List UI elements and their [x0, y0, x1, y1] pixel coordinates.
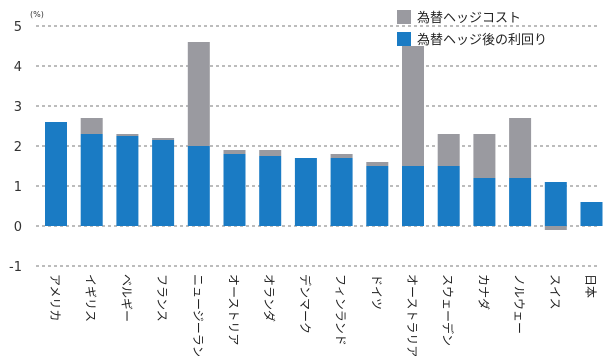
x-tick-label: ベルギー [119, 274, 133, 322]
bar-hedged-yield [509, 178, 532, 226]
x-tick-label: フランス [155, 274, 169, 322]
y-tick-label: 4 [14, 60, 22, 75]
grid-layer [36, 25, 600, 267]
bar-hedged-yield [116, 136, 139, 226]
bar-hedge-cost [259, 150, 282, 156]
axis-layer: -1 0 1 2 3 4 5 (%) アメリカ イギリス ベルギー フランス ニュージーランド オーストリ… [9, 10, 598, 360]
bar-hedged-yield [330, 158, 353, 226]
bar-hedged-yield [473, 178, 496, 226]
x-tick-label: イギリス [84, 274, 98, 322]
bar-hedge-cost [509, 118, 532, 178]
bar-hedge-cost [330, 154, 353, 158]
y-unit-label: (%) [30, 10, 44, 19]
y-tick-label: -1 [9, 260, 22, 275]
bar-hedge-cost [437, 134, 460, 166]
x-tick-label: ニュージーランド [191, 274, 205, 356]
legend-swatch-hedged-yield [397, 32, 411, 46]
x-tick-label: オランダ [262, 274, 277, 322]
bar-hedged-yield [45, 122, 67, 226]
y-tick-label: 1 [14, 180, 22, 195]
bar-hedged-yield [580, 202, 603, 226]
bar-hedge-cost [473, 134, 496, 178]
bar-hedged-yield [259, 156, 282, 226]
x-tick-label: フィンランド [334, 274, 348, 346]
bar-hedged-yield [402, 166, 424, 226]
x-tick-label: オーストリア [227, 274, 241, 345]
bar-hedge-cost [544, 226, 567, 230]
bar-hedged-yield [437, 166, 460, 226]
legend-label-hedged-yield: 為替ヘッジ後の利回り [417, 32, 547, 48]
legend-label-hedge-cost: 為替ヘッジコスト [417, 10, 521, 26]
x-tick-label: デンマーク [298, 274, 313, 334]
bar-hedged-yield [187, 146, 210, 226]
x-tick-label: オーストラリア [405, 274, 419, 356]
bar-hedge-cost [223, 150, 246, 154]
bar-hedged-yield [294, 158, 317, 226]
bar-hedged-yield [152, 140, 175, 226]
y-tick-label: 0 [14, 220, 22, 235]
bar-hedge-cost [187, 42, 210, 146]
y-tick-label: 3 [14, 100, 22, 115]
x-tick-label: ノルウェー [512, 274, 526, 334]
y-tick-label: 5 [14, 20, 22, 35]
bar-hedged-yield [223, 154, 246, 226]
bar-hedge-cost [366, 162, 389, 166]
bars-layer [45, 42, 603, 230]
x-tick-label: 日本 [584, 274, 598, 298]
y-tick-label: 2 [14, 140, 22, 155]
x-tick-label: ドイツ [369, 274, 383, 310]
x-tick-label: アメリカ [48, 274, 62, 321]
bar-hedged-yield [80, 134, 103, 226]
x-tick-label: スウェーデン [441, 274, 456, 346]
x-tick-label: カナダ [476, 274, 491, 310]
bar-hedge-cost [152, 138, 175, 140]
bar-hedged-yield [366, 166, 389, 226]
bar-hedge-cost [402, 46, 424, 166]
legend-swatch-hedge-cost [397, 10, 411, 24]
x-tick-label: スイス [548, 274, 562, 310]
bar-hedge-cost [80, 118, 103, 134]
bar-hedge-cost [116, 134, 139, 136]
bar-hedged-yield [544, 182, 567, 226]
